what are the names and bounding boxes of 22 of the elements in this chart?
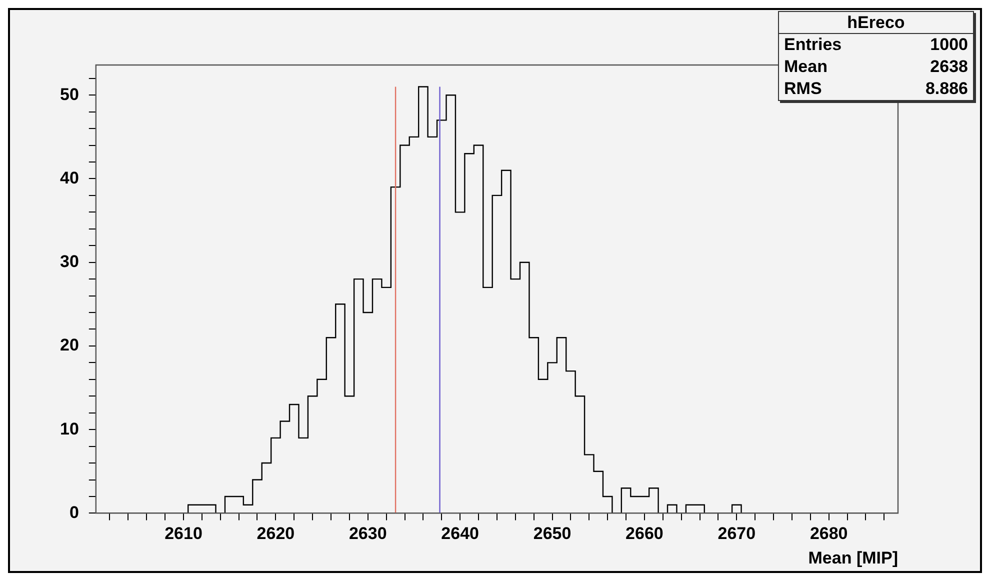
y-tick-label: 10 — [60, 419, 79, 438]
y-tick-label: 0 — [69, 502, 79, 522]
x-tick-label: 2630 — [348, 524, 387, 544]
text: hEreco — [779, 12, 973, 34]
y-tick-label: 50 — [60, 84, 79, 104]
x-tick-label: 2620 — [256, 524, 295, 544]
text: 8.886 — [925, 78, 968, 100]
x-axis-title: Mean [MIP] — [808, 548, 898, 568]
x-tick-label: 2660 — [626, 524, 664, 544]
annotation: Mean — [784, 56, 828, 78]
y-tick-label: 30 — [60, 252, 79, 272]
text: 2638 — [930, 56, 968, 78]
x-tick-label: 2640 — [441, 524, 479, 544]
x-tick-label: 2610 — [164, 524, 202, 544]
text: Entries — [784, 34, 842, 56]
x-tick-label: 2650 — [533, 524, 572, 544]
x-tick-label: 2680 — [810, 524, 848, 544]
text: 1000 — [930, 34, 968, 56]
y-tick-label: 40 — [60, 168, 79, 188]
x-tick-label: 2670 — [718, 524, 756, 544]
annotation: RMS — [784, 78, 822, 100]
y-tick-label: 20 — [60, 336, 79, 355]
